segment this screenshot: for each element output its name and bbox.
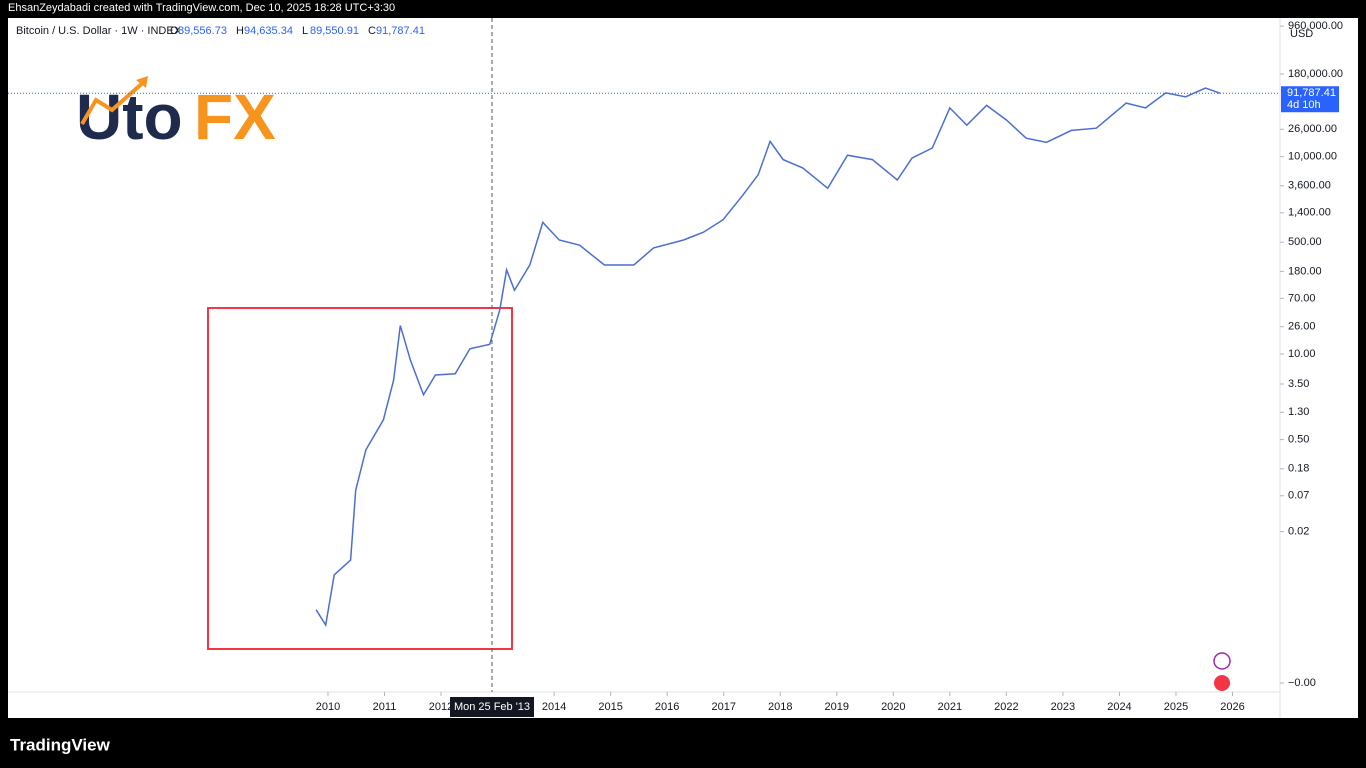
countdown: 4d 10h bbox=[1287, 99, 1321, 111]
flag-icon[interactable] bbox=[1214, 675, 1230, 691]
ohlc-value: 91,787.41 bbox=[376, 25, 425, 37]
chart-panel bbox=[8, 18, 1358, 718]
ohlc-key: O bbox=[170, 25, 179, 37]
x-tick-label: 2022 bbox=[994, 701, 1018, 713]
ohlc-key: H bbox=[236, 25, 244, 37]
x-tick-label: 2015 bbox=[598, 701, 622, 713]
x-tick-label: 2023 bbox=[1051, 701, 1075, 713]
x-tick-label: 2016 bbox=[655, 701, 679, 713]
y-tick-label: 0.02 bbox=[1288, 525, 1309, 537]
y-tick-label: 26,000.00 bbox=[1288, 123, 1337, 135]
x-tick-label: 2018 bbox=[768, 701, 792, 713]
y-tick-label: 960,000.00 bbox=[1288, 20, 1343, 32]
ohlc-key: L bbox=[302, 25, 308, 37]
logo-arrow bbox=[80, 78, 148, 126]
y-tick-label: 1.30 bbox=[1288, 406, 1309, 418]
ohlc-value: 89,550.91 bbox=[310, 25, 359, 37]
y-tick-label: 3.50 bbox=[1288, 378, 1309, 390]
ohlc-value: 94,635.34 bbox=[244, 25, 293, 37]
currency-box bbox=[1284, 26, 1324, 42]
x-tick-label: 2017 bbox=[711, 701, 735, 713]
event-icon[interactable] bbox=[1213, 652, 1231, 670]
x-tick-label: 2019 bbox=[825, 701, 849, 713]
symbol-title: Bitcoin / U.S. Dollar · 1W · INDEX bbox=[16, 25, 182, 37]
ohlc-value: 89,556.73 bbox=[178, 25, 227, 37]
x-tick-label: 2024 bbox=[1107, 701, 1131, 713]
y-tick-label: 3,600.00 bbox=[1288, 180, 1331, 192]
y-tick-label: 0.18 bbox=[1288, 463, 1309, 475]
logo: Uto FX bbox=[76, 76, 276, 153]
y-tick-label: 500.00 bbox=[1288, 236, 1322, 248]
y-tick-label: 26.00 bbox=[1288, 321, 1316, 333]
currency: USD bbox=[1290, 28, 1313, 40]
price-line bbox=[315, 87, 1221, 628]
ohlc: O 89,556.73 H 94,635.34 L 89,550.91 C 91,787.41 bbox=[170, 25, 425, 37]
logo-accent: FX bbox=[194, 81, 276, 153]
y-tick-label: 1,400.00 bbox=[1288, 207, 1331, 219]
y-tick-label: 180.00 bbox=[1288, 265, 1322, 277]
credit: EhsanZeydabadi created with TradingView.… bbox=[8, 2, 395, 14]
x-tick-label: 2011 bbox=[373, 701, 397, 713]
crosshair-label: Mon 25 Feb '13 bbox=[454, 701, 530, 713]
y-tick-label: −0.00 bbox=[1288, 677, 1316, 689]
footer-brand: TradingView bbox=[10, 735, 111, 754]
price-label-box bbox=[1281, 86, 1339, 113]
x-tick-label: 2020 bbox=[881, 701, 905, 713]
y-tick-label: 10.00 bbox=[1288, 348, 1316, 360]
crosshair-label-box bbox=[450, 697, 534, 717]
price-label: 91,787.41 bbox=[1287, 87, 1336, 99]
y-tick-label: 70.00 bbox=[1288, 292, 1316, 304]
x-tick-label: 2025 bbox=[1164, 701, 1188, 713]
ohlc-key: C bbox=[368, 25, 376, 37]
x-tick-label: 2021 bbox=[938, 701, 962, 713]
x-tick-label: 2014 bbox=[542, 701, 566, 713]
x-tick-label: 2012 bbox=[429, 701, 453, 713]
y-tick-label: 0.07 bbox=[1288, 490, 1309, 502]
y-tick-label: 180,000.00 bbox=[1288, 68, 1343, 80]
x-tick-label: 2026 bbox=[1220, 701, 1244, 713]
highlight-box bbox=[207, 307, 513, 650]
y-tick-label: 10,000.00 bbox=[1288, 150, 1337, 162]
logo-arrowhead bbox=[136, 76, 148, 88]
x-tick-label: 2010 bbox=[316, 701, 340, 713]
logo-dark: Uto bbox=[76, 81, 183, 153]
y-tick-label: 0.50 bbox=[1288, 434, 1309, 446]
